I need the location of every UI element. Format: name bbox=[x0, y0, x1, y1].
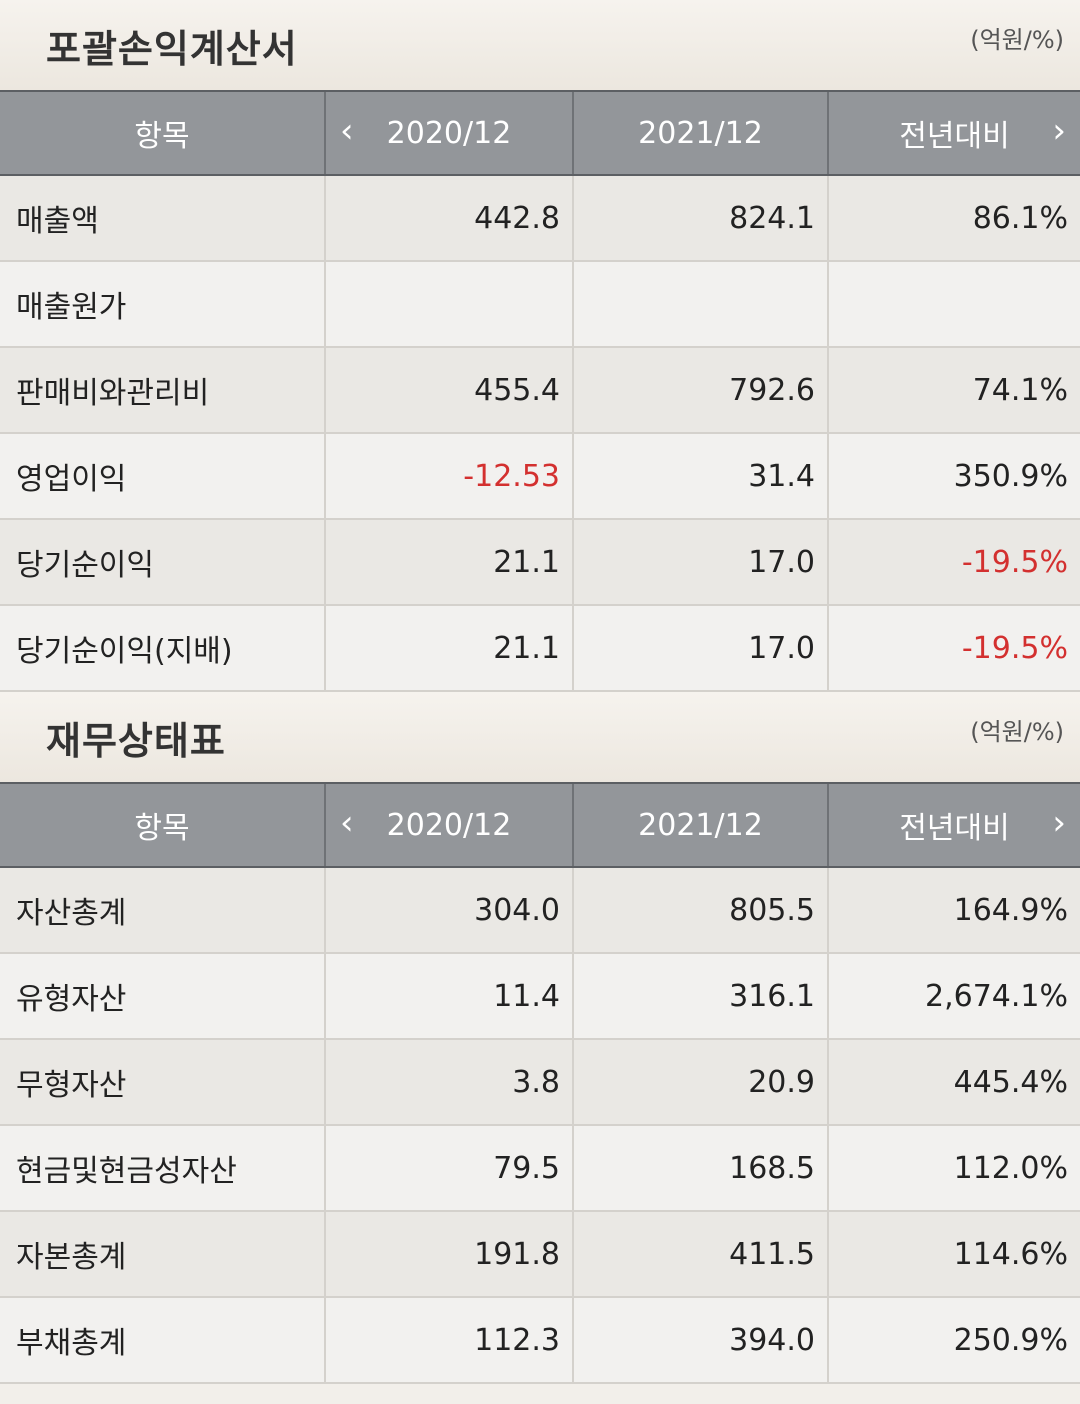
table-cell: 304.0 bbox=[324, 867, 573, 954]
column-header-label: 항목 bbox=[134, 119, 190, 154]
table-cell: 350.9% bbox=[827, 433, 1080, 520]
row-label: 매출원가 bbox=[0, 261, 325, 348]
unit-label: (억원/%) bbox=[970, 26, 1064, 54]
table-row: 영업이익 -12.53 31.4 350.9% bbox=[0, 433, 1080, 520]
table-cell: -19.5% bbox=[827, 519, 1080, 606]
table-cell: 164.9% bbox=[827, 867, 1080, 954]
table-cell: 250.9% bbox=[827, 1297, 1080, 1384]
section-title: 포괄손익계산서 bbox=[46, 27, 298, 71]
table-row: 유형자산 11.4 316.1 2,674.1% bbox=[0, 953, 1080, 1040]
section-title: 재무상태표 bbox=[46, 719, 226, 763]
chevron-left-icon[interactable]: ‹ bbox=[340, 803, 354, 843]
table-cell: 31.4 bbox=[572, 433, 828, 520]
section-header: 재무상태표 (억원/%) bbox=[0, 692, 1080, 782]
row-label: 유형자산 bbox=[0, 953, 325, 1040]
financial-table: 항목 ‹ 2020/12 2021/12 전년대비 › 자산총계 304.0 805.5 164.… bbox=[0, 782, 1080, 1384]
table-row: 자산총계 304.0 805.5 164.9% bbox=[0, 867, 1080, 954]
column-header: 항목 bbox=[0, 782, 325, 868]
table-row: 당기순이익(지배) 21.1 17.0 -19.5% bbox=[0, 605, 1080, 692]
row-label: 자본총계 bbox=[0, 1211, 325, 1298]
table-cell: 114.6% bbox=[827, 1211, 1080, 1298]
table-cell: 74.1% bbox=[827, 347, 1080, 434]
table-cell: 792.6 bbox=[572, 347, 828, 434]
chevron-right-icon[interactable]: › bbox=[1052, 111, 1066, 151]
column-header: 전년대비 › bbox=[827, 782, 1080, 868]
row-label: 현금및현금성자산 bbox=[0, 1125, 325, 1212]
table-row: 매출원가 bbox=[0, 261, 1080, 348]
row-label: 당기순이익 bbox=[0, 519, 325, 606]
table-header-row: 항목 ‹ 2020/12 2021/12 전년대비 › bbox=[0, 782, 1080, 868]
table-cell: 805.5 bbox=[572, 867, 828, 954]
column-header-label: 항목 bbox=[134, 811, 190, 846]
column-header: ‹ 2020/12 bbox=[324, 90, 573, 176]
row-label: 무형자산 bbox=[0, 1039, 325, 1126]
table-cell: 824.1 bbox=[572, 175, 828, 262]
chevron-right-icon[interactable]: › bbox=[1052, 803, 1066, 843]
row-label: 당기순이익(지배) bbox=[0, 605, 325, 692]
column-header: 2021/12 bbox=[572, 782, 828, 868]
table-cell: 411.5 bbox=[572, 1211, 828, 1298]
table-cell: 86.1% bbox=[827, 175, 1080, 262]
column-header-label: 전년대비 bbox=[899, 811, 1010, 846]
table-cell: 168.5 bbox=[572, 1125, 828, 1212]
row-label: 영업이익 bbox=[0, 433, 325, 520]
table-cell: 316.1 bbox=[572, 953, 828, 1040]
table-row: 부채총계 112.3 394.0 250.9% bbox=[0, 1297, 1080, 1384]
table-cell: -19.5% bbox=[827, 605, 1080, 692]
table-row: 매출액 442.8 824.1 86.1% bbox=[0, 175, 1080, 262]
unit-label: (억원/%) bbox=[970, 718, 1064, 746]
table-cell bbox=[572, 261, 828, 348]
column-header-label: 2021/12 bbox=[638, 807, 763, 843]
table-cell: 455.4 bbox=[324, 347, 573, 434]
table-cell: 112.0% bbox=[827, 1125, 1080, 1212]
table-cell: 20.9 bbox=[572, 1039, 828, 1126]
table-cell bbox=[827, 261, 1080, 348]
table-cell bbox=[324, 261, 573, 348]
row-label: 부채총계 bbox=[0, 1297, 325, 1384]
table-cell: 191.8 bbox=[324, 1211, 573, 1298]
row-label: 매출액 bbox=[0, 175, 325, 262]
section-header: 포괄손익계산서 (억원/%) bbox=[0, 0, 1080, 90]
row-label: 자산총계 bbox=[0, 867, 325, 954]
column-header-label: 2020/12 bbox=[386, 115, 512, 151]
table-cell: 3.8 bbox=[324, 1039, 573, 1126]
table-row: 당기순이익 21.1 17.0 -19.5% bbox=[0, 519, 1080, 606]
table-row: 현금및현금성자산 79.5 168.5 112.0% bbox=[0, 1125, 1080, 1212]
table-cell: 11.4 bbox=[324, 953, 573, 1040]
table-cell: 17.0 bbox=[572, 519, 828, 606]
column-header-label: 전년대비 bbox=[899, 119, 1010, 154]
table-cell: 112.3 bbox=[324, 1297, 573, 1384]
chevron-left-icon[interactable]: ‹ bbox=[340, 111, 354, 151]
table-row: 판매비와관리비 455.4 792.6 74.1% bbox=[0, 347, 1080, 434]
table-cell: 2,674.1% bbox=[827, 953, 1080, 1040]
table-cell: 79.5 bbox=[324, 1125, 573, 1212]
table-cell: 17.0 bbox=[572, 605, 828, 692]
row-label: 판매비와관리비 bbox=[0, 347, 325, 434]
column-header: 항목 bbox=[0, 90, 325, 176]
table-cell: 21.1 bbox=[324, 519, 573, 606]
table-row: 자본총계 191.8 411.5 114.6% bbox=[0, 1211, 1080, 1298]
column-header-label: 2020/12 bbox=[386, 807, 512, 843]
column-header-label: 2021/12 bbox=[638, 115, 763, 151]
table-cell: 442.8 bbox=[324, 175, 573, 262]
financial-table: 항목 ‹ 2020/12 2021/12 전년대비 › 매출액 442.8 824.1 86.1%… bbox=[0, 90, 1080, 692]
column-header: ‹ 2020/12 bbox=[324, 782, 573, 868]
table-row: 무형자산 3.8 20.9 445.4% bbox=[0, 1039, 1080, 1126]
column-header: 전년대비 › bbox=[827, 90, 1080, 176]
table-cell: 21.1 bbox=[324, 605, 573, 692]
table-cell: -12.53 bbox=[324, 433, 573, 520]
table-cell: 445.4% bbox=[827, 1039, 1080, 1126]
table-header-row: 항목 ‹ 2020/12 2021/12 전년대비 › bbox=[0, 90, 1080, 176]
column-header: 2021/12 bbox=[572, 90, 828, 176]
table-cell: 394.0 bbox=[572, 1297, 828, 1384]
